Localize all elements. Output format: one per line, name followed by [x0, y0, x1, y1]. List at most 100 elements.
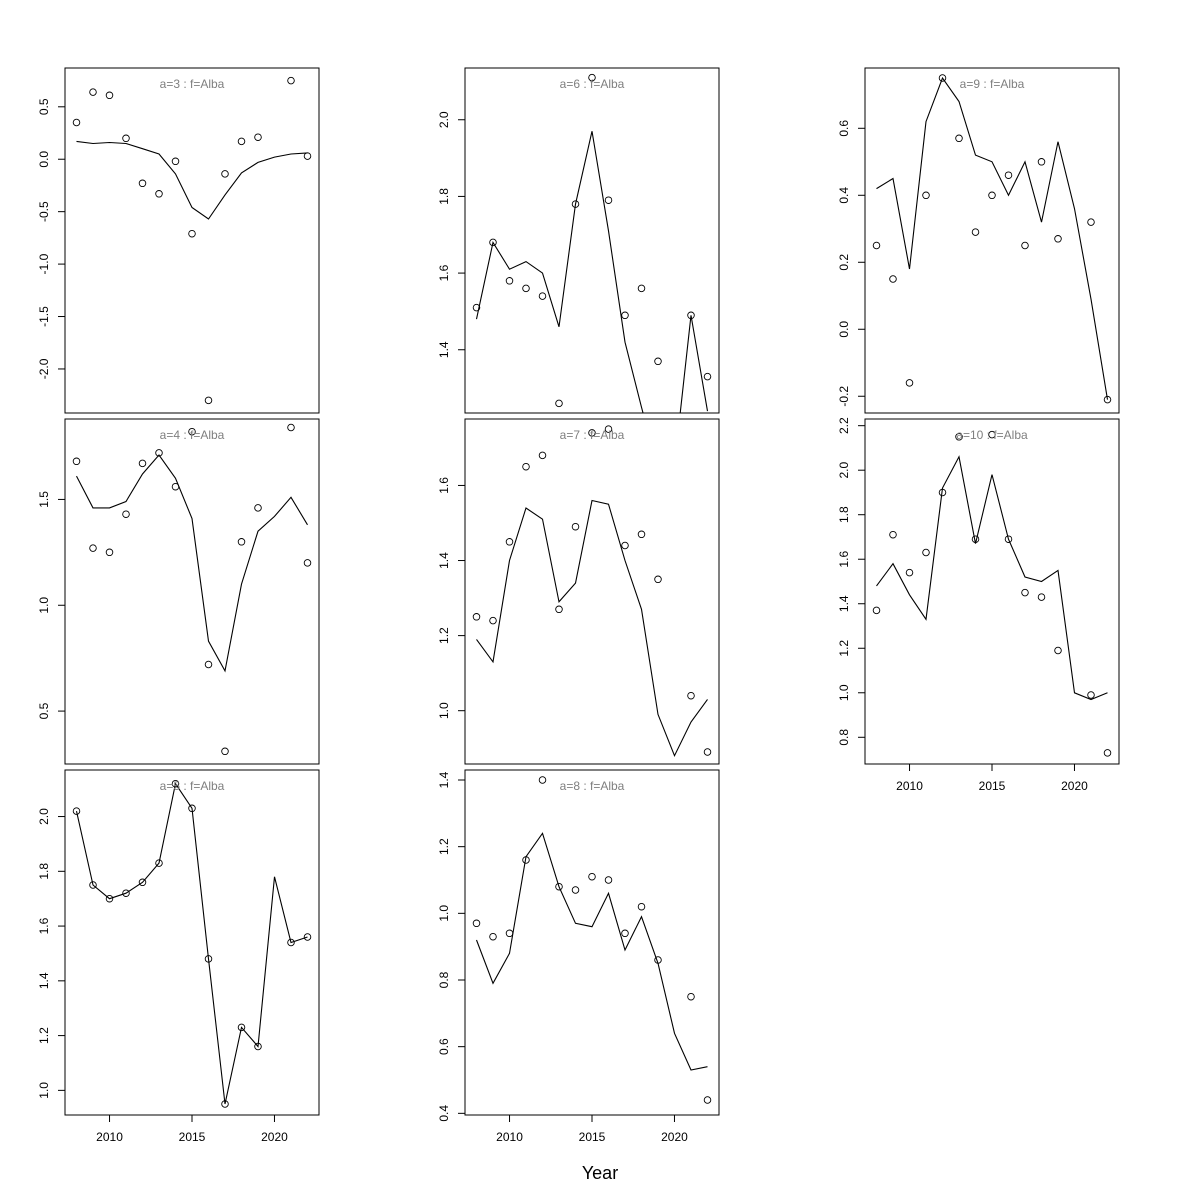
y-tick-label: 0.8 [837, 729, 851, 746]
observed-point [988, 191, 996, 200]
observed-point [303, 933, 312, 941]
panel: 1.0 1.2 1.4 1.6 1.8 2.0 2010 2015 2020 a=5 : f=Al… [37, 769, 320, 1144]
observed-point [538, 292, 547, 300]
observed-point [588, 429, 596, 437]
y-tick-label: 0.6 [837, 120, 851, 137]
observed-point [654, 956, 662, 964]
observed-point [538, 776, 547, 784]
observed-point [138, 878, 147, 887]
observed-point [889, 275, 897, 283]
observed-point [105, 91, 114, 100]
observed-point [155, 859, 163, 867]
observed-point [303, 559, 312, 567]
panel-title: a=3 : f=Alba [160, 77, 225, 91]
observed-point [237, 538, 246, 546]
observed-point [938, 488, 947, 497]
plot-area [472, 73, 712, 413]
observed-point [571, 522, 580, 531]
x-tick-label: 2015 [979, 779, 1006, 793]
observed-point [1037, 593, 1046, 601]
observed-point [89, 544, 97, 552]
y-tick-label: 1.2 [437, 838, 451, 855]
y-tick-label: 1.6 [437, 477, 451, 494]
observed-point [204, 955, 213, 963]
observed-point [971, 535, 980, 543]
observed-point [522, 856, 530, 864]
y-tick-label: 0.6 [437, 1038, 451, 1055]
observed-point [889, 530, 897, 539]
observed-point [522, 462, 530, 471]
observed-point [637, 902, 646, 911]
panel: 0.8 1.0 1.2 1.4 1.6 1.8 2.0 2.2 2010 2015 2020 a=10… [837, 417, 1120, 793]
observed-point [1103, 749, 1112, 757]
y-tick-label: 1.4 [437, 341, 451, 358]
x-tick-label: 2020 [661, 1130, 688, 1144]
y-tick-label: -0.2 [837, 386, 851, 407]
panel-frame [464, 418, 720, 765]
panel-title: a=10 : f=Alba [956, 428, 1028, 442]
observed-point [604, 196, 613, 204]
observed-point [188, 229, 196, 238]
plot-area [472, 776, 712, 1104]
observed-point [122, 134, 130, 143]
observed-point [604, 876, 613, 884]
y-tick-label: 1.0 [437, 702, 451, 719]
y-tick-label: 1.0 [37, 597, 51, 614]
observed-point [1103, 395, 1112, 404]
observed-point [155, 449, 163, 457]
panel-title: a=5 : f=Alba [160, 779, 225, 793]
y-tick-label: 1.6 [837, 551, 851, 568]
y-tick-label: 1.4 [837, 595, 851, 612]
observed-point [988, 430, 996, 439]
panel-frame [464, 67, 720, 414]
observed-point [287, 76, 295, 85]
observed-point [221, 1100, 229, 1108]
observed-point [687, 992, 695, 1001]
x-tick-label: 2015 [579, 1130, 606, 1144]
y-tick-label: 1.0 [837, 684, 851, 701]
panel: 0.4 0.6 0.8 1.0 1.2 1.4 2010 2015 2020 a=8 : f=Al… [437, 769, 720, 1144]
observed-point [122, 889, 130, 897]
y-tick-label: -1.0 [37, 253, 51, 274]
panel-title: a=7 : f=Alba [560, 428, 625, 442]
y-tick-label: 1.8 [437, 188, 451, 205]
panel: -2.0 -1.5 -1.0 -0.5 0.0 0.5 a=3 : f=Alba [37, 67, 320, 414]
y-tick-label: 0.4 [437, 1105, 451, 1122]
y-tick-label: 0.0 [837, 321, 851, 338]
observed-point [72, 118, 81, 127]
observed-point [1054, 646, 1062, 655]
panel-title: a=6 : f=Alba [560, 77, 625, 91]
observed-point [1004, 171, 1013, 179]
observed-point [221, 170, 229, 178]
plot-area [72, 423, 312, 756]
observed-point [687, 691, 695, 700]
plot-area [872, 74, 1112, 404]
observed-point [254, 504, 262, 512]
x-tick-label: 2010 [96, 1130, 123, 1144]
observed-point [105, 894, 114, 903]
observed-point [522, 284, 530, 293]
y-tick-label: 2.2 [837, 417, 851, 434]
observed-point [171, 482, 180, 491]
y-tick-label: 1.4 [437, 771, 451, 788]
y-tick-label: 0.4 [837, 187, 851, 204]
fitted-line [475, 832, 708, 1071]
observed-point [637, 284, 646, 293]
y-tick-label: 1.2 [437, 627, 451, 644]
x-axis-title: Year [582, 1163, 618, 1183]
y-tick-label: 1.2 [37, 1027, 51, 1044]
observed-point [955, 134, 963, 143]
observed-point [1021, 588, 1029, 597]
x-tick-label: 2020 [261, 1130, 288, 1144]
y-tick-label: 1.8 [37, 863, 51, 880]
y-tick-label: 1.6 [437, 264, 451, 281]
observed-point [472, 613, 481, 621]
observed-point [1004, 535, 1013, 543]
observed-point [955, 433, 963, 441]
panel: 1.0 1.2 1.4 1.6 a=7 : f=Alba [437, 418, 720, 765]
observed-point [1087, 691, 1095, 699]
y-tick-label: 1.4 [37, 972, 51, 989]
fitted-line [76, 454, 308, 673]
observed-point [1087, 218, 1095, 226]
panel-title: a=8 : f=Alba [560, 779, 625, 793]
